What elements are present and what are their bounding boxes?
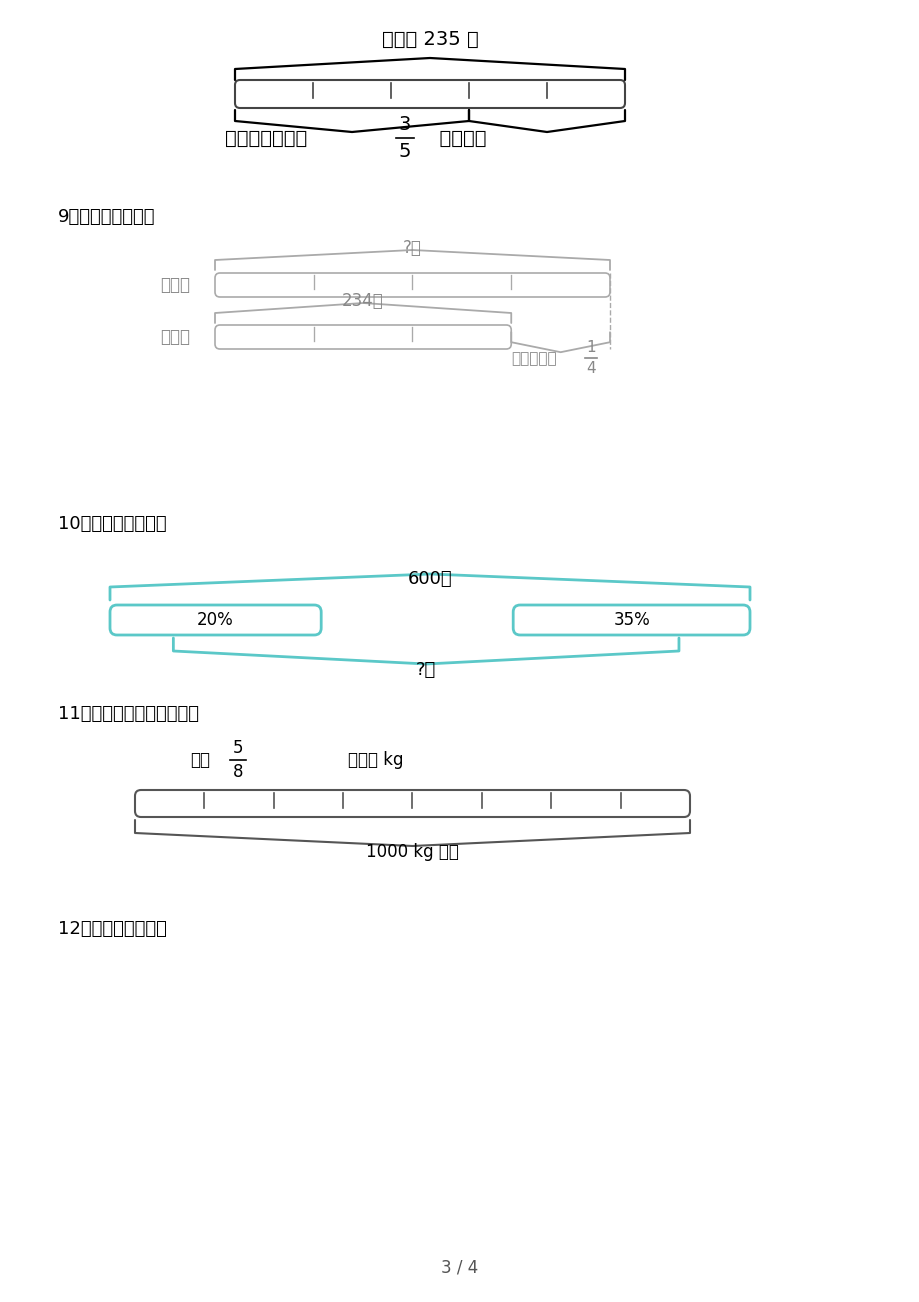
Text: 3 / 4: 3 / 4 [441,1259,478,1277]
Text: 六年级: 六年级 [160,276,190,294]
Text: 35%: 35% [613,611,649,629]
Text: 还剩？ kg: 还剩？ kg [347,751,403,769]
Text: 已经看了全书的: 已经看了全书的 [225,129,307,147]
Text: ?米: ?米 [415,661,436,680]
Text: 20%: 20% [197,611,233,629]
Text: 9．看图列式计算。: 9．看图列式计算。 [58,208,155,227]
Text: 五年级: 五年级 [160,328,190,346]
Text: 5: 5 [398,142,411,161]
Text: 5: 5 [233,738,243,756]
Text: 比六年级少: 比六年级少 [511,350,556,366]
Text: 600米: 600米 [407,570,452,589]
Text: 1000 kg 大米: 1000 kg 大米 [366,842,459,861]
Text: 234人: 234人 [342,292,383,310]
Text: 11．根据线段图列式计算。: 11．根据线段图列式计算。 [58,704,199,723]
Text: 8: 8 [233,763,243,781]
Text: 12．看图列式计算。: 12．看图列式计算。 [58,921,166,937]
Text: 3: 3 [398,115,411,134]
Text: ?人: ?人 [403,240,422,256]
Text: 还剩？页: 还剩？页 [426,129,486,147]
Text: 一本书 235 页: 一本书 235 页 [381,30,478,49]
Text: 1: 1 [585,340,596,355]
Text: 4: 4 [585,361,596,376]
Text: 10．看图列式计算。: 10．看图列式计算。 [58,516,166,533]
Text: 吃了: 吃了 [190,751,210,769]
